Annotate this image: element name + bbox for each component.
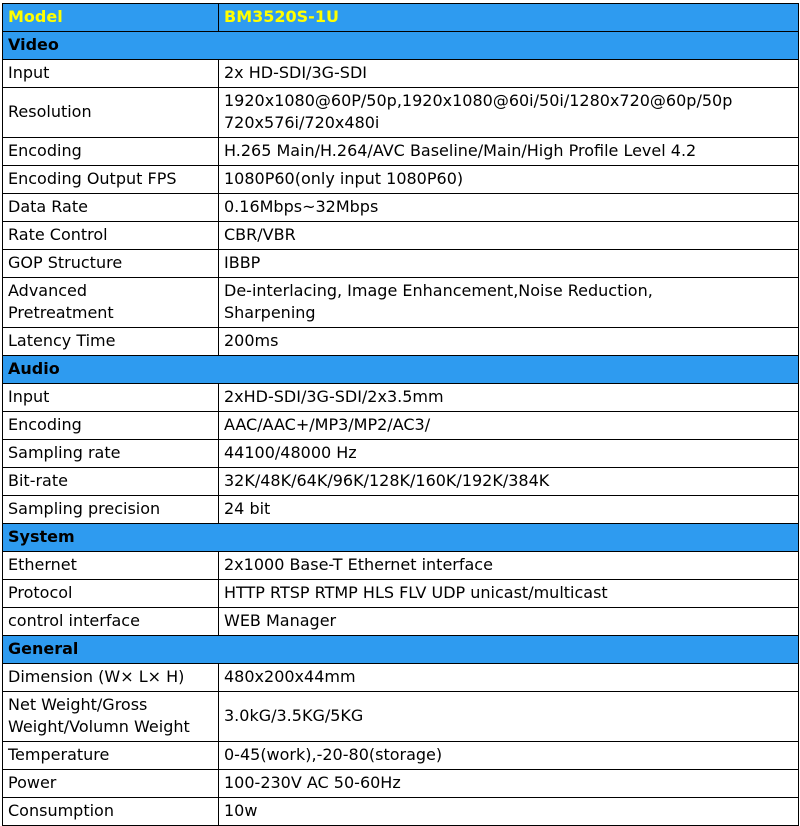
- spec-value: De-interlacing, Image Enhancement,Noise …: [218, 277, 799, 328]
- spec-value: 1080P60(only input 1080P60): [218, 165, 799, 194]
- spec-label: Net Weight/Gross Weight/Volumn Weight: [2, 691, 219, 742]
- spec-value: HTTP RTSP RTMP HLS FLV UDP unicast/multi…: [218, 579, 799, 608]
- spec-value: IBBP: [218, 249, 799, 278]
- section-row-video: Video: [2, 31, 799, 60]
- spec-row: Input 2xHD-SDI/3G-SDI/2x3.5mm: [2, 383, 799, 412]
- spec-row: Encoding Output FPS 1080P60(only input 1…: [2, 165, 799, 194]
- spec-value: H.265 Main/H.264/AVC Baseline/Main/High …: [218, 137, 799, 166]
- spec-row: Sampling rate 44100/48000 Hz: [2, 439, 799, 468]
- spec-value: 0-45(work),-20-80(storage): [218, 741, 799, 770]
- spec-label: Data Rate: [2, 193, 219, 222]
- spec-value: 24 bit: [218, 495, 799, 524]
- spec-row: Rate Control CBR/VBR: [2, 221, 799, 250]
- spec-label: Input: [2, 383, 219, 412]
- spec-value: AAC/AAC+/MP3/MP2/AC3/: [218, 411, 799, 440]
- spec-value: 10w: [218, 797, 799, 826]
- spec-value: 3.0kG/3.5KG/5KG: [218, 691, 799, 742]
- spec-row: Advanced Pretreatment De-interlacing, Im…: [2, 277, 799, 328]
- section-row-system: System: [2, 523, 799, 552]
- spec-row: Dimension (W× L× H) 480x200x44mm: [2, 663, 799, 692]
- spec-label: Encoding: [2, 137, 219, 166]
- spec-value: 1920x1080@60P/50p,1920x1080@60i/50i/1280…: [218, 87, 799, 138]
- section-header-system: System: [2, 523, 799, 552]
- spec-label: Rate Control: [2, 221, 219, 250]
- spec-value: WEB Manager: [218, 607, 799, 636]
- spec-row: Temperature 0-45(work),-20-80(storage): [2, 741, 799, 770]
- spec-row: Latency Time 200ms: [2, 327, 799, 356]
- spec-value: 100-230V AC 50-60Hz: [218, 769, 799, 798]
- spec-row: Sampling precision 24 bit: [2, 495, 799, 524]
- section-header-general: General: [2, 635, 799, 664]
- spec-value: 480x200x44mm: [218, 663, 799, 692]
- spec-row: Input 2x HD-SDI/3G-SDI: [2, 59, 799, 88]
- section-header-audio: Audio: [2, 355, 799, 384]
- spec-row: Net Weight/Gross Weight/Volumn Weight 3.…: [2, 691, 799, 742]
- spec-label: Temperature: [2, 741, 219, 770]
- spec-row: Resolution 1920x1080@60P/50p,1920x1080@6…: [2, 87, 799, 138]
- section-header-video: Video: [2, 31, 799, 60]
- spec-row: Encoding AAC/AAC+/MP3/MP2/AC3/: [2, 411, 799, 440]
- spec-table: Model BM3520S-1U Video Input 2x HD-SDI/3…: [2, 3, 799, 826]
- spec-label: GOP Structure: [2, 249, 219, 278]
- spec-row: Power 100-230V AC 50-60Hz: [2, 769, 799, 798]
- spec-label: Resolution: [2, 87, 219, 138]
- spec-label: Advanced Pretreatment: [2, 277, 219, 328]
- spec-label: Power: [2, 769, 219, 798]
- spec-row: Protocol HTTP RTSP RTMP HLS FLV UDP unic…: [2, 579, 799, 608]
- spec-row: Encoding H.265 Main/H.264/AVC Baseline/M…: [2, 137, 799, 166]
- spec-label: Input: [2, 59, 219, 88]
- spec-row: Ethernet 2x1000 Base-T Ethernet interfac…: [2, 551, 799, 580]
- spec-row: Consumption 10w: [2, 797, 799, 826]
- spec-label: Latency Time: [2, 327, 219, 356]
- spec-value: CBR/VBR: [218, 221, 799, 250]
- spec-row: GOP Structure IBBP: [2, 249, 799, 278]
- spec-value: 2x HD-SDI/3G-SDI: [218, 59, 799, 88]
- model-value: BM3520S-1U: [218, 3, 799, 32]
- spec-label: Protocol: [2, 579, 219, 608]
- spec-label: Encoding: [2, 411, 219, 440]
- spec-row: Bit-rate 32K/48K/64K/96K/128K/160K/192K/…: [2, 467, 799, 496]
- spec-label: Ethernet: [2, 551, 219, 580]
- spec-sheet-page: Model BM3520S-1U Video Input 2x HD-SDI/3…: [2, 3, 799, 826]
- spec-value: 44100/48000 Hz: [218, 439, 799, 468]
- spec-value: 0.16Mbps~32Mbps: [218, 193, 799, 222]
- spec-row: Data Rate 0.16Mbps~32Mbps: [2, 193, 799, 222]
- spec-label: Sampling rate: [2, 439, 219, 468]
- spec-label: Dimension (W× L× H): [2, 663, 219, 692]
- spec-value: 2xHD-SDI/3G-SDI/2x3.5mm: [218, 383, 799, 412]
- spec-label: Consumption: [2, 797, 219, 826]
- model-row: Model BM3520S-1U: [2, 3, 799, 32]
- spec-label: control interface: [2, 607, 219, 636]
- spec-value: 32K/48K/64K/96K/128K/160K/192K/384K: [218, 467, 799, 496]
- spec-value: 2x1000 Base-T Ethernet interface: [218, 551, 799, 580]
- spec-label: Sampling precision: [2, 495, 219, 524]
- spec-label: Bit-rate: [2, 467, 219, 496]
- spec-row: control interface WEB Manager: [2, 607, 799, 636]
- section-row-general: General: [2, 635, 799, 664]
- model-label: Model: [2, 3, 219, 32]
- spec-value: 200ms: [218, 327, 799, 356]
- spec-label: Encoding Output FPS: [2, 165, 219, 194]
- section-row-audio: Audio: [2, 355, 799, 384]
